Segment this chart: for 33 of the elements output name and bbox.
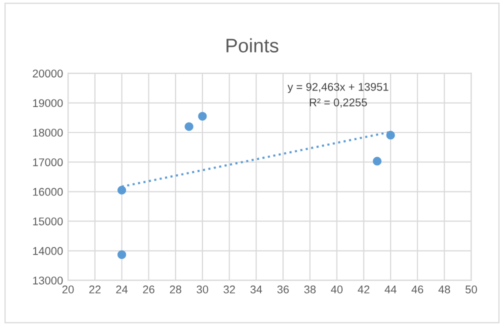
y-tick-label: 18000 xyxy=(33,128,63,137)
x-tick-label: 22 xyxy=(89,286,101,294)
x-tick-label: 40 xyxy=(330,286,343,294)
x-tick-label: 24 xyxy=(116,286,128,294)
point xyxy=(117,186,126,195)
y-tick-label: 17000 xyxy=(33,158,63,166)
x-tick-label: 34 xyxy=(250,286,262,294)
x-tick-label: 44 xyxy=(384,286,396,294)
x-tick-label: 20 xyxy=(62,286,74,294)
x-tick-label: 46 xyxy=(412,286,424,294)
point xyxy=(184,122,194,131)
x-tick-label: 32 xyxy=(224,286,235,294)
y-tick-label: 20000 xyxy=(32,70,63,78)
point xyxy=(372,156,382,166)
x-tick-label: 30 xyxy=(196,286,208,294)
point xyxy=(198,112,207,121)
annotation: R² = 0,2255 xyxy=(310,98,367,108)
point xyxy=(386,130,395,140)
y-tick-label: 19000 xyxy=(33,99,63,108)
point xyxy=(117,250,126,259)
y-tick-label: 13000 xyxy=(33,276,63,284)
chart-title: Points xyxy=(226,38,278,52)
x-tick-label: 28 xyxy=(170,286,182,294)
x-tick-label: 48 xyxy=(438,286,450,294)
x-tick-label: 36 xyxy=(277,286,289,294)
annotation: y = 92,463x + 13951 xyxy=(288,82,388,94)
y-tick-label: 16000 xyxy=(33,188,63,196)
y-tick-label: 15000 xyxy=(33,217,63,226)
x-tick-label: 42 xyxy=(358,286,370,294)
x-tick-label: 38 xyxy=(304,286,316,294)
x-tick-label: 26 xyxy=(143,286,154,294)
y-tick-label: 14000 xyxy=(33,247,63,255)
x-tick-label: 50 xyxy=(466,286,477,294)
